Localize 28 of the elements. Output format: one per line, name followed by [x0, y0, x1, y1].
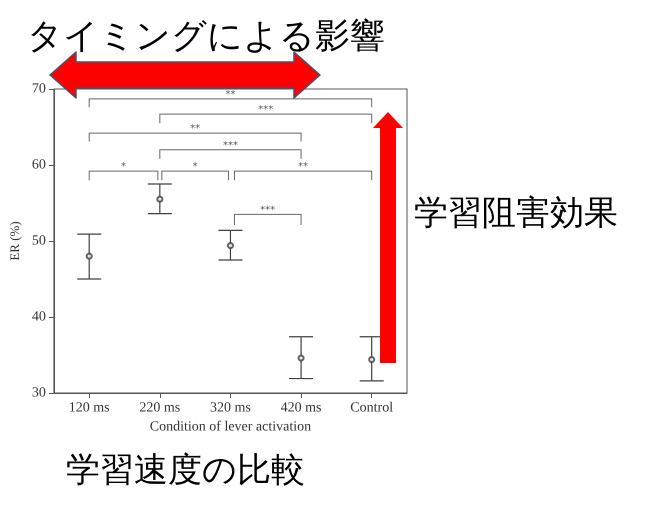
y-tick-label: 60	[32, 158, 46, 172]
y-tick-label: 40	[32, 310, 46, 324]
point	[226, 242, 234, 250]
x-tick-label: 220 ms	[139, 400, 180, 416]
y-tick-label: 30	[32, 386, 46, 400]
annotation: *	[192, 162, 198, 173]
x-tick-label: 420 ms	[280, 400, 322, 416]
point	[156, 196, 164, 203]
x-tick-label: 320 ms	[210, 400, 251, 416]
point	[86, 252, 93, 260]
y-axis-title: ER (%)	[7, 221, 22, 261]
x-tick-label: Control	[350, 400, 394, 416]
annotation: *	[121, 162, 126, 173]
annotation: **	[298, 162, 308, 173]
chart-title: タイミングによる影響	[27, 16, 385, 56]
point	[298, 354, 305, 362]
x-axis-title: Condition of lever activation	[150, 419, 312, 434]
y-tick-label: 50	[32, 234, 46, 248]
annotation: **	[225, 89, 236, 100]
text: 学習速度の比較	[66, 450, 305, 490]
annotation: ***	[222, 140, 238, 152]
point	[368, 356, 376, 364]
annotation: ***	[258, 104, 274, 116]
annotation: **	[190, 124, 200, 135]
annotation: ***	[260, 204, 276, 216]
y-tick-label: 70	[32, 82, 46, 96]
text: 学習阻害効果	[414, 193, 618, 233]
x-tick-label: 120 ms	[68, 400, 110, 416]
